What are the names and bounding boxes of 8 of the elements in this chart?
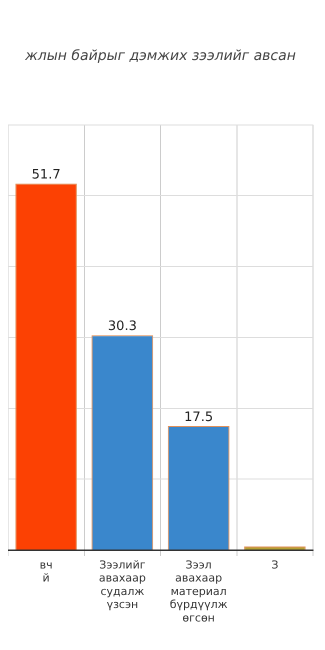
chart-title: жлын байрыг дэмжих зээлийг авсан bbox=[24, 48, 296, 64]
x-tick-label: вч й bbox=[40, 558, 53, 585]
data-label: 51.7 bbox=[32, 167, 61, 182]
data-label: 30.3 bbox=[108, 319, 137, 334]
x-tick-label: Зээлийг авахаар судалж үзсэн bbox=[98, 558, 146, 612]
x-tick-label: Зээл авахаар материал бүрдүүлж өгсөн bbox=[170, 558, 228, 624]
data-label: 17.5 bbox=[184, 410, 214, 425]
x-tick-label: З bbox=[271, 558, 278, 572]
